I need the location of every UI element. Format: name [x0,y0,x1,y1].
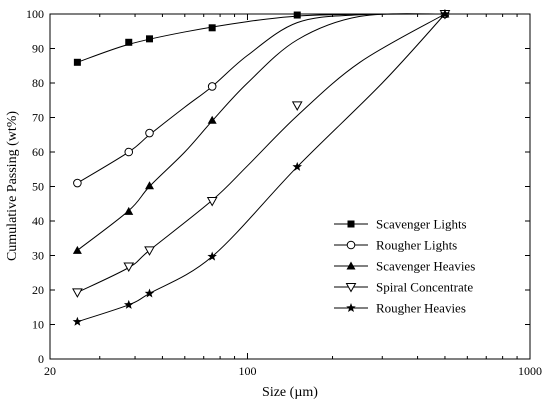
legend-label-rougher-heavies: Rougher Heavies [376,301,466,316]
y-tick-label: 60 [32,145,44,159]
legend-marker-spiral-concentrate [345,283,357,293]
data-point-rougher-lights [145,128,154,138]
data-point-rougher-heavies [144,288,155,298]
series-line-scavenger-heavies [77,13,445,251]
series-markers [72,9,451,326]
data-point-scavenger-heavies [207,115,217,124]
legend-label-scavenger-heavies: Scavenger Heavies [376,259,475,274]
series-line-spiral-concentrate [77,13,446,293]
legend-label-spiral-concentrate: Spiral Concentrate [376,280,473,295]
data-point-rougher-heavies [440,9,450,19]
data-point-spiral-concentrate [72,288,83,298]
y-tick-label: 20 [32,283,44,297]
data-point-spiral-concentrate [123,262,135,273]
y-tick-label: 70 [32,111,44,125]
data-point-rougher-lights [73,178,82,188]
data-point-scavenger-heavies [124,206,134,215]
legend-marker-scavenger-heavies [346,261,356,270]
data-point-spiral-concentrate [144,246,155,256]
y-tick-label: 80 [32,76,44,90]
y-tick-label: 50 [32,180,44,194]
data-point-spiral-concentrate [206,196,218,207]
data-point-rougher-heavies [124,299,134,309]
x-tick-label: 100 [238,364,256,378]
legend-marker-scavenger-lights [347,220,355,228]
data-point-scavenger-lights [293,11,301,19]
data-point-scavenger-lights [125,38,133,46]
legend-label-scavenger-lights: Scavenger Lights [376,217,467,232]
x-tick-label: 20 [44,364,56,378]
data-point-rougher-heavies [292,161,302,171]
y-tick-label: 100 [26,7,44,21]
y-tick-label: 90 [32,42,44,56]
legend: Scavenger Lights Rougher Lights Scavenger … [326,208,524,324]
x-axis-title: Size (µm) [262,385,318,400]
data-point-scavenger-lights [73,58,81,66]
data-point-scavenger-heavies [72,245,82,254]
data-point-rougher-heavies [72,316,83,326]
y-tick-label: 40 [32,214,44,228]
y-axis-title: Cumulative Passing (wt%) [5,111,20,261]
data-point-scavenger-lights [146,35,154,43]
y-tick-label: 30 [32,249,44,263]
data-point-spiral-concentrate [291,101,303,111]
legend-label-rougher-lights: Rougher Lights [376,238,457,253]
data-point-rougher-lights [124,147,134,157]
y-tick-label: 10 [32,318,44,332]
legend-marker-rougher-heavies [346,303,356,313]
data-point-scavenger-heavies [145,181,155,190]
data-point-scavenger-lights [208,24,216,32]
axis-ticks: 0 10 20 30 40 50 60 70 80 90 100 20 100 1000 [26,7,542,378]
data-point-rougher-heavies [207,251,217,261]
data-point-rougher-lights [207,82,217,91]
y-tick-label: 0 [38,352,44,366]
x-tick-label: 1000 [518,364,542,378]
legend-marker-rougher-lights [346,240,356,250]
